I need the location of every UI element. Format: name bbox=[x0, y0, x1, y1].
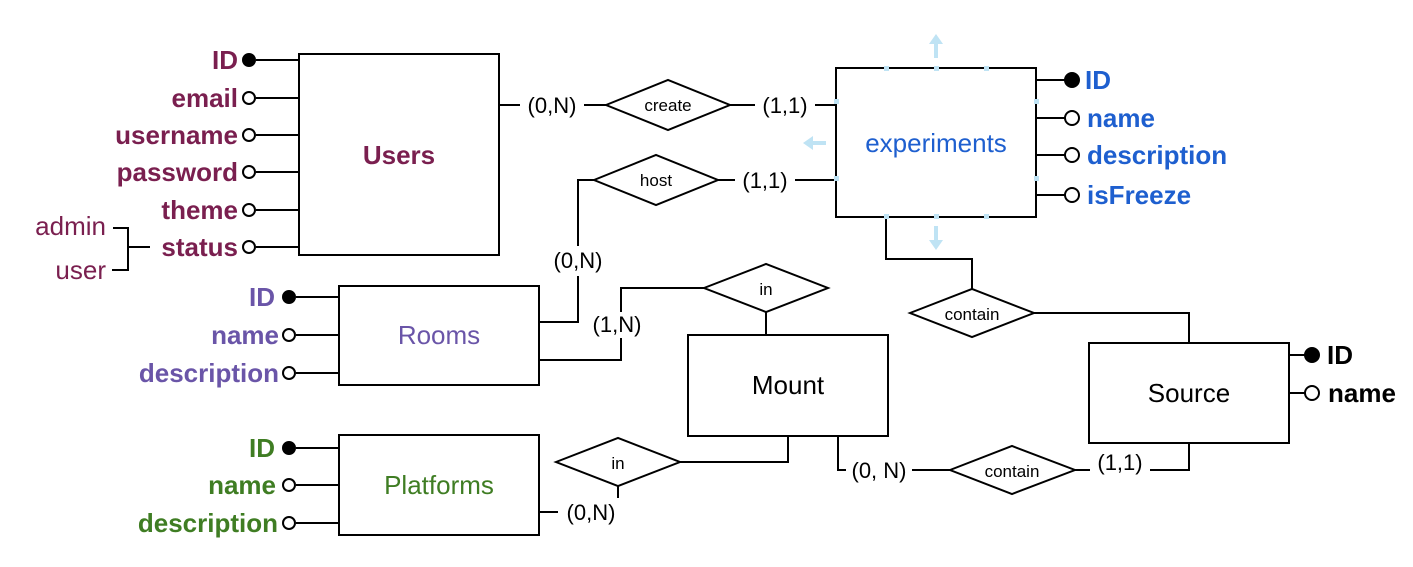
source-attr-name: name bbox=[1328, 378, 1396, 408]
users-attr-id: ID bbox=[212, 45, 238, 75]
platforms-entity-label: Platforms bbox=[384, 470, 494, 500]
rooms-id-key-marker bbox=[282, 290, 296, 304]
platforms-attr-name: name bbox=[208, 470, 276, 500]
contain-mount-relationship-label: contain bbox=[985, 462, 1040, 481]
rooms-description-marker bbox=[282, 366, 296, 380]
contain-source-cardinality: (1,1) bbox=[1097, 450, 1142, 475]
users-id-key-marker bbox=[242, 53, 256, 67]
users-theme-marker bbox=[242, 203, 256, 217]
users-attr-username: username bbox=[115, 120, 238, 150]
mount-entity-box[interactable] bbox=[687, 334, 889, 437]
experiments-name-marker bbox=[1064, 110, 1080, 126]
contain-mount-cardinality: (0, N) bbox=[852, 458, 907, 483]
users-username-marker bbox=[242, 128, 256, 142]
platforms-attr-id: ID bbox=[249, 433, 275, 463]
experiments-id-key-marker bbox=[1064, 72, 1080, 88]
contain-experiments-relationship[interactable] bbox=[907, 287, 1037, 339]
selection-handles bbox=[803, 34, 1039, 250]
rooms-name-marker bbox=[282, 328, 296, 342]
mount-entity-label: Mount bbox=[752, 370, 825, 400]
host-relationship-label: host bbox=[640, 171, 672, 190]
users-entity-box[interactable] bbox=[298, 53, 500, 256]
create-relationship[interactable] bbox=[603, 78, 733, 132]
experiments-description-marker bbox=[1064, 147, 1080, 163]
users-attr-status: status bbox=[161, 232, 238, 262]
rooms-attr-description: description bbox=[139, 358, 279, 388]
arrow-left-icon[interactable] bbox=[803, 136, 826, 150]
users-attr-password: password bbox=[117, 157, 238, 187]
in-rooms-relationship[interactable] bbox=[701, 262, 831, 314]
in-rooms-cardinality: (1,N) bbox=[593, 312, 642, 337]
users-attr-theme: theme bbox=[161, 195, 238, 225]
experiments-entity-box[interactable] bbox=[835, 67, 1037, 218]
experiments-entity-label: experiments bbox=[865, 128, 1007, 158]
arrow-down-icon[interactable] bbox=[929, 226, 943, 250]
users-attr-email: email bbox=[172, 83, 239, 113]
create-experiments-cardinality: (1,1) bbox=[762, 93, 807, 118]
experiments-isfreeze-marker bbox=[1064, 187, 1080, 203]
platforms-name-marker bbox=[282, 478, 296, 492]
experiments-attr-description: description bbox=[1087, 140, 1227, 170]
contain-mount-relationship[interactable] bbox=[947, 444, 1078, 496]
experiments-attr-id: ID bbox=[1085, 65, 1111, 95]
rooms-attr-id: ID bbox=[249, 282, 275, 312]
status-value-admin: admin bbox=[35, 211, 106, 241]
platforms-entity-box[interactable] bbox=[338, 434, 540, 536]
arrow-up-icon[interactable] bbox=[929, 34, 943, 58]
create-relationship-label: create bbox=[644, 96, 691, 115]
users-entity-label: Users bbox=[363, 140, 435, 170]
rooms-entity-box[interactable] bbox=[338, 285, 540, 386]
source-id-key-marker bbox=[1304, 347, 1320, 363]
source-attr-id: ID bbox=[1327, 340, 1353, 370]
experiments-attr-isfreeze: isFreeze bbox=[1087, 180, 1191, 210]
rooms-entity-label: Rooms bbox=[398, 320, 480, 350]
status-value-user: user bbox=[55, 255, 106, 285]
platforms-attr-description: description bbox=[138, 508, 278, 538]
in-platforms-relationship-label: in bbox=[611, 454, 624, 473]
source-name-marker bbox=[1304, 385, 1320, 401]
create-users-cardinality: (0,N) bbox=[528, 93, 577, 118]
in-platforms-cardinality: (0,N) bbox=[567, 500, 616, 525]
in-platforms-relationship[interactable] bbox=[553, 436, 683, 488]
users-email-marker bbox=[242, 91, 256, 105]
host-rooms-cardinality: (0,N) bbox=[554, 248, 603, 273]
users-status-marker bbox=[242, 240, 256, 254]
platforms-description-marker bbox=[282, 516, 296, 530]
in-rooms-relationship-label: in bbox=[759, 280, 772, 299]
source-entity-label: Source bbox=[1148, 378, 1230, 408]
rooms-attr-name: name bbox=[211, 320, 279, 350]
platforms-id-key-marker bbox=[282, 441, 296, 455]
source-entity-box[interactable] bbox=[1088, 342, 1290, 444]
contain-experiments-relationship-label: contain bbox=[945, 305, 1000, 324]
host-experiments-cardinality: (1,1) bbox=[742, 168, 787, 193]
host-relationship[interactable] bbox=[591, 153, 721, 207]
users-password-marker bbox=[242, 165, 256, 179]
experiments-attr-name: name bbox=[1087, 103, 1155, 133]
